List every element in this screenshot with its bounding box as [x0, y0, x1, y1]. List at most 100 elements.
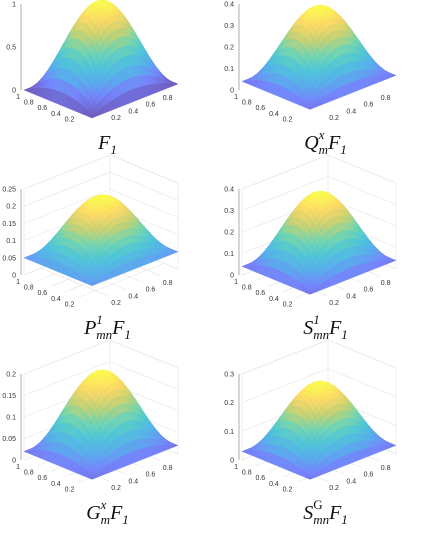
x-tick-label: 0.8 [24, 470, 34, 477]
x-tick-label: 0.2 [65, 486, 75, 493]
x-tick-label: 0.2 [65, 116, 75, 123]
grid-line [109, 189, 179, 218]
x-tick-label: 0.8 [242, 285, 252, 292]
surface-patch [306, 105, 314, 110]
x-tick-label: 0.8 [24, 100, 34, 107]
z-tick-label: 0.4 [224, 2, 234, 9]
z-tick-label: 0.25 [2, 187, 16, 194]
grid-line [23, 361, 111, 396]
x-tick-label: 0.6 [255, 290, 265, 297]
surface-panel: 0.4 0.3 0.2 0.1 0 1 0.8 0.6 0.4 0.2 0.2 0.4 0.6 0.8 S 1… [218, 154, 433, 365]
surface-patch [88, 114, 96, 119]
x-tick-label: 0.6 [37, 290, 47, 297]
grid-line [23, 171, 111, 207]
z-tick-label: 0.05 [2, 436, 16, 443]
grid-line [78, 263, 165, 298]
x-tick-label: 0.2 [65, 301, 75, 308]
x-tick-label: 0.8 [242, 470, 252, 477]
x-tick-label: 1 [16, 279, 20, 286]
grid-line [41, 267, 110, 297]
z-tick-label: 0.2 [224, 230, 234, 237]
z-tick-label: 0.2 [224, 400, 234, 407]
y-tick-label: 0.8 [163, 95, 173, 102]
grid-line [109, 339, 179, 369]
x-tick-label: 0.6 [37, 475, 47, 482]
x-tick-label: 0.4 [51, 481, 61, 488]
z-tick-label: 0.1 [224, 429, 234, 436]
surface [241, 4, 397, 110]
z-tick-label: 0.15 [2, 221, 16, 228]
z-tick-label: 0.2 [224, 45, 234, 52]
z-tick-label: 0.2 [6, 204, 16, 211]
z-tick-label: 0 [12, 273, 16, 280]
z-tick-label: 0.1 [6, 415, 16, 422]
grid-line [23, 189, 111, 224]
z-tick-label: 1 [12, 2, 16, 9]
y-tick-label: 0.4 [128, 293, 138, 300]
y-tick-label: 0.4 [128, 478, 138, 485]
x-tick-label: 1 [16, 94, 20, 101]
surface-patch [88, 475, 96, 480]
y-tick-label: 0.2 [111, 300, 121, 307]
grid-line [327, 339, 397, 369]
y-tick-label: 0.4 [346, 478, 356, 485]
y-tick-label: 0.2 [329, 300, 339, 307]
y-tick-label: 0.2 [111, 115, 121, 122]
y-tick-label: 0.4 [346, 108, 356, 115]
y-tick-label: 0.8 [163, 465, 173, 472]
z-tick-label: 0.4 [224, 187, 234, 194]
x-tick-label: 0.6 [37, 105, 47, 112]
x-tick-label: 0.6 [255, 475, 265, 482]
x-tick-label: 0.8 [24, 285, 34, 292]
x-tick-label: 0.4 [269, 481, 279, 488]
y-tick-label: 0.6 [146, 287, 156, 294]
z-tick-label: 0.1 [6, 238, 16, 245]
grid-line [327, 176, 397, 205]
surface-patch [88, 282, 96, 287]
surface [23, 194, 179, 287]
grid-line [109, 171, 179, 201]
y-tick-label: 0.4 [346, 293, 356, 300]
grid-line [109, 361, 179, 390]
z-tick-label: 0.2 [6, 372, 16, 379]
z-tick-label: 0.1 [224, 66, 234, 73]
z-tick-label: 0 [230, 273, 234, 280]
surface-panel: 0.2 0.15 0.1 0.05 0 1 0.8 0.6 0.4 0.2 0.2 0.4 0.6 0.8… [0, 339, 215, 550]
x-tick-label: 0.2 [283, 486, 293, 493]
x-tick-label: 1 [16, 464, 20, 471]
x-tick-label: 0.4 [269, 111, 279, 118]
y-tick-label: 0.6 [146, 102, 156, 109]
z-tick-label: 0.3 [224, 23, 234, 30]
surface [241, 190, 397, 295]
panel-caption: P 1 mnF1 [84, 312, 131, 342]
z-tick-label: 0 [12, 458, 16, 465]
y-tick-label: 0.8 [381, 95, 391, 102]
x-tick-label: 0.8 [242, 100, 252, 107]
surface-panel: 1 0.5 0 1 0.8 0.6 0.4 0.2 0.2 0.4 0.6 0.8 F1 [0, 0, 215, 180]
x-tick-label: 1 [234, 94, 238, 101]
z-tick-label: 0 [230, 88, 234, 95]
y-tick-label: 0.2 [329, 115, 339, 122]
y-tick-label: 0.2 [329, 485, 339, 492]
x-tick-label: 1 [234, 464, 238, 471]
surface-patch [306, 290, 314, 295]
z-tick-label: 0.3 [224, 208, 234, 215]
surface [241, 380, 397, 480]
surface-patch [306, 475, 314, 480]
grid-line [241, 176, 329, 211]
grid-line [241, 368, 329, 403]
z-tick-label: 0.3 [224, 372, 234, 379]
y-tick-label: 0.8 [381, 280, 391, 287]
y-tick-label: 0.6 [364, 102, 374, 109]
y-tick-label: 0.6 [146, 472, 156, 479]
grid-line [23, 339, 111, 375]
panel-caption: F1 [98, 132, 117, 157]
